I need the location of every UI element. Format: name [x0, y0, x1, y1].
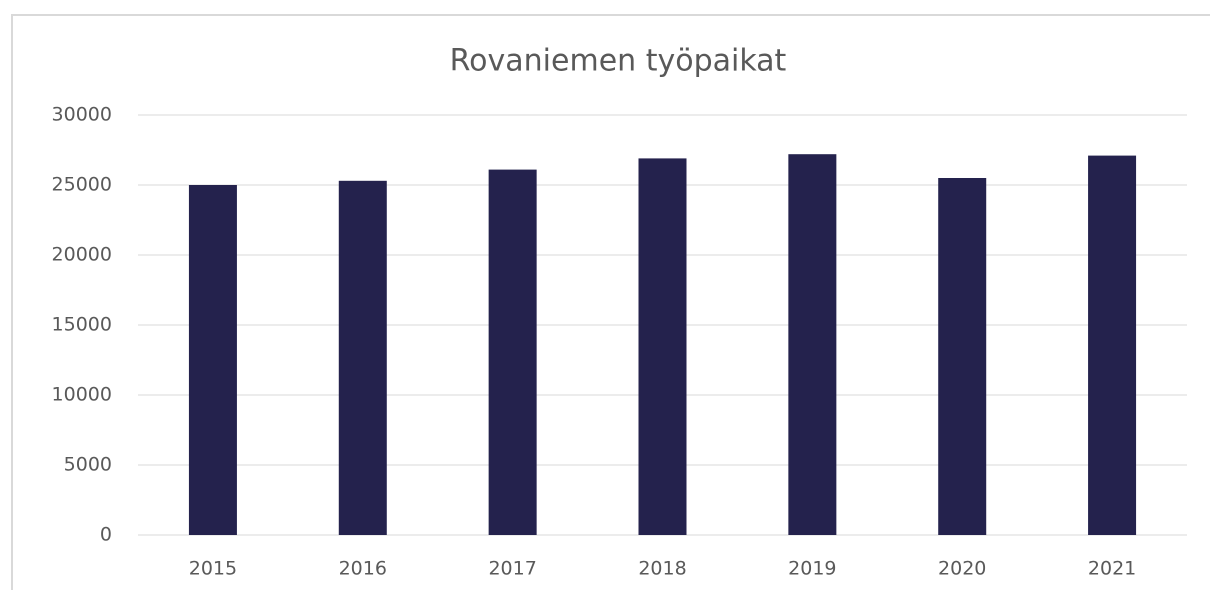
chart-frame	[11, 14, 1210, 590]
y-tick-label: 0	[100, 524, 112, 546]
bar	[1088, 155, 1137, 535]
x-tick-label: 2016	[339, 558, 387, 580]
x-tick-label: 2015	[189, 558, 237, 580]
y-tick-label: 10000	[52, 384, 112, 406]
y-tick-label: 30000	[52, 104, 112, 126]
bar	[938, 178, 987, 535]
y-tick-label: 15000	[52, 314, 112, 336]
x-tick-label: 2020	[938, 558, 986, 580]
y-tick-label: 25000	[52, 174, 112, 196]
bar	[488, 169, 537, 535]
bar	[638, 158, 687, 535]
x-tick-label: 2019	[788, 558, 836, 580]
bar	[188, 185, 237, 535]
chart-title: Rovaniemen työpaikat	[450, 44, 787, 79]
x-tick-label: 2021	[1088, 558, 1136, 580]
bar	[338, 180, 387, 536]
bar	[788, 154, 837, 535]
x-tick-label: 2017	[488, 558, 536, 580]
y-tick-label: 5000	[64, 454, 112, 476]
x-tick-label: 2018	[638, 558, 686, 580]
y-tick-label: 20000	[52, 244, 112, 266]
